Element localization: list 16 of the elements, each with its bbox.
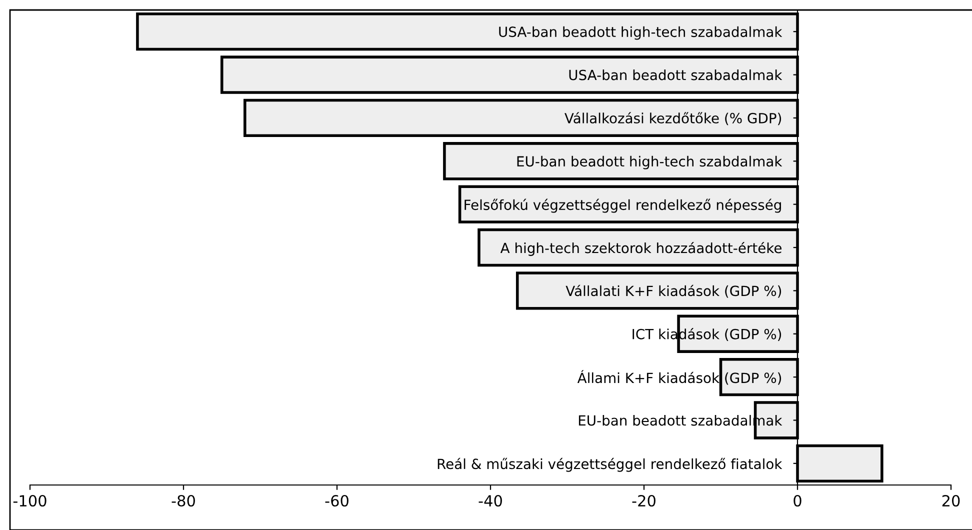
x-tick-label: 0 bbox=[794, 494, 802, 507]
y-tick-label: Vállalati K+F kiadások (GDP %) bbox=[566, 284, 782, 298]
y-tick-label: EU-ban beadott high-tech szabdalmak bbox=[517, 156, 782, 170]
y-tick-label: A high-tech szektorok hozzáadott-értéke bbox=[500, 242, 782, 256]
x-tick-label: -60 bbox=[325, 494, 348, 507]
y-tick-label: USA-ban beadott szabadalmak bbox=[569, 69, 782, 80]
x-tick-label: 20 bbox=[942, 494, 960, 507]
x-tick-label: -80 bbox=[172, 494, 195, 507]
x-tick-label: -40 bbox=[478, 494, 502, 507]
x-tick-label: -100 bbox=[13, 494, 46, 507]
y-tick-label: Állami K+F kiadások (GDP %) bbox=[577, 370, 782, 385]
y-tick-label: Felsőfokú végzettséggel rendelkező népesség bbox=[464, 198, 781, 213]
y-tick-label: Vállalkozási kezdőtőke (% GDP) bbox=[564, 112, 782, 126]
x-tick-label: -20 bbox=[632, 494, 656, 507]
y-tick-label: USA-ban beadott high-tech szabadalmak bbox=[499, 26, 782, 40]
y-tick-label: Reál & műszaki végzettséggel rendelkező fiatalok bbox=[438, 458, 782, 472]
